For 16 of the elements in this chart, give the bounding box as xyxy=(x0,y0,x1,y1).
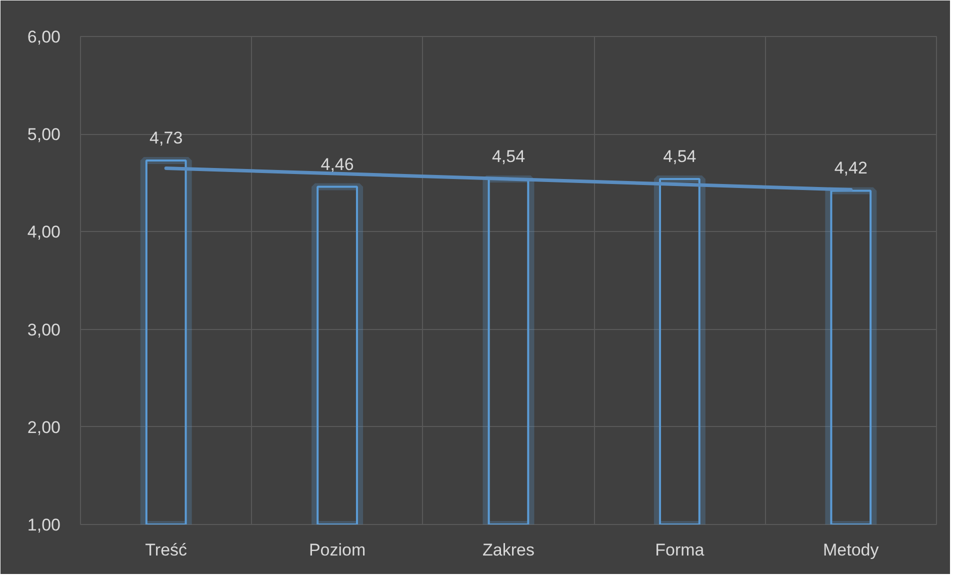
x-tick-label: Treść xyxy=(145,540,188,560)
x-tick-label: Zakres xyxy=(482,540,534,560)
x-tick-label: Metody xyxy=(823,540,880,560)
x-tick-label: Poziom xyxy=(308,540,366,560)
y-tick-label: 6,00 xyxy=(27,28,61,46)
y-tick-label: 2,00 xyxy=(27,418,61,437)
y-tick-label: 5,00 xyxy=(27,125,61,144)
y-tick-label: 3,00 xyxy=(27,320,61,340)
data-label: 4,54 xyxy=(492,146,526,166)
data-label: 4,46 xyxy=(320,154,354,174)
data-label: 4,73 xyxy=(150,128,183,148)
data-label: 4,54 xyxy=(663,146,696,166)
x-tick-label: Forma xyxy=(655,540,705,560)
y-tick-label: 1,00 xyxy=(27,516,61,534)
y-tick-label: 4,00 xyxy=(27,222,61,242)
data-label: 4,42 xyxy=(834,158,868,178)
